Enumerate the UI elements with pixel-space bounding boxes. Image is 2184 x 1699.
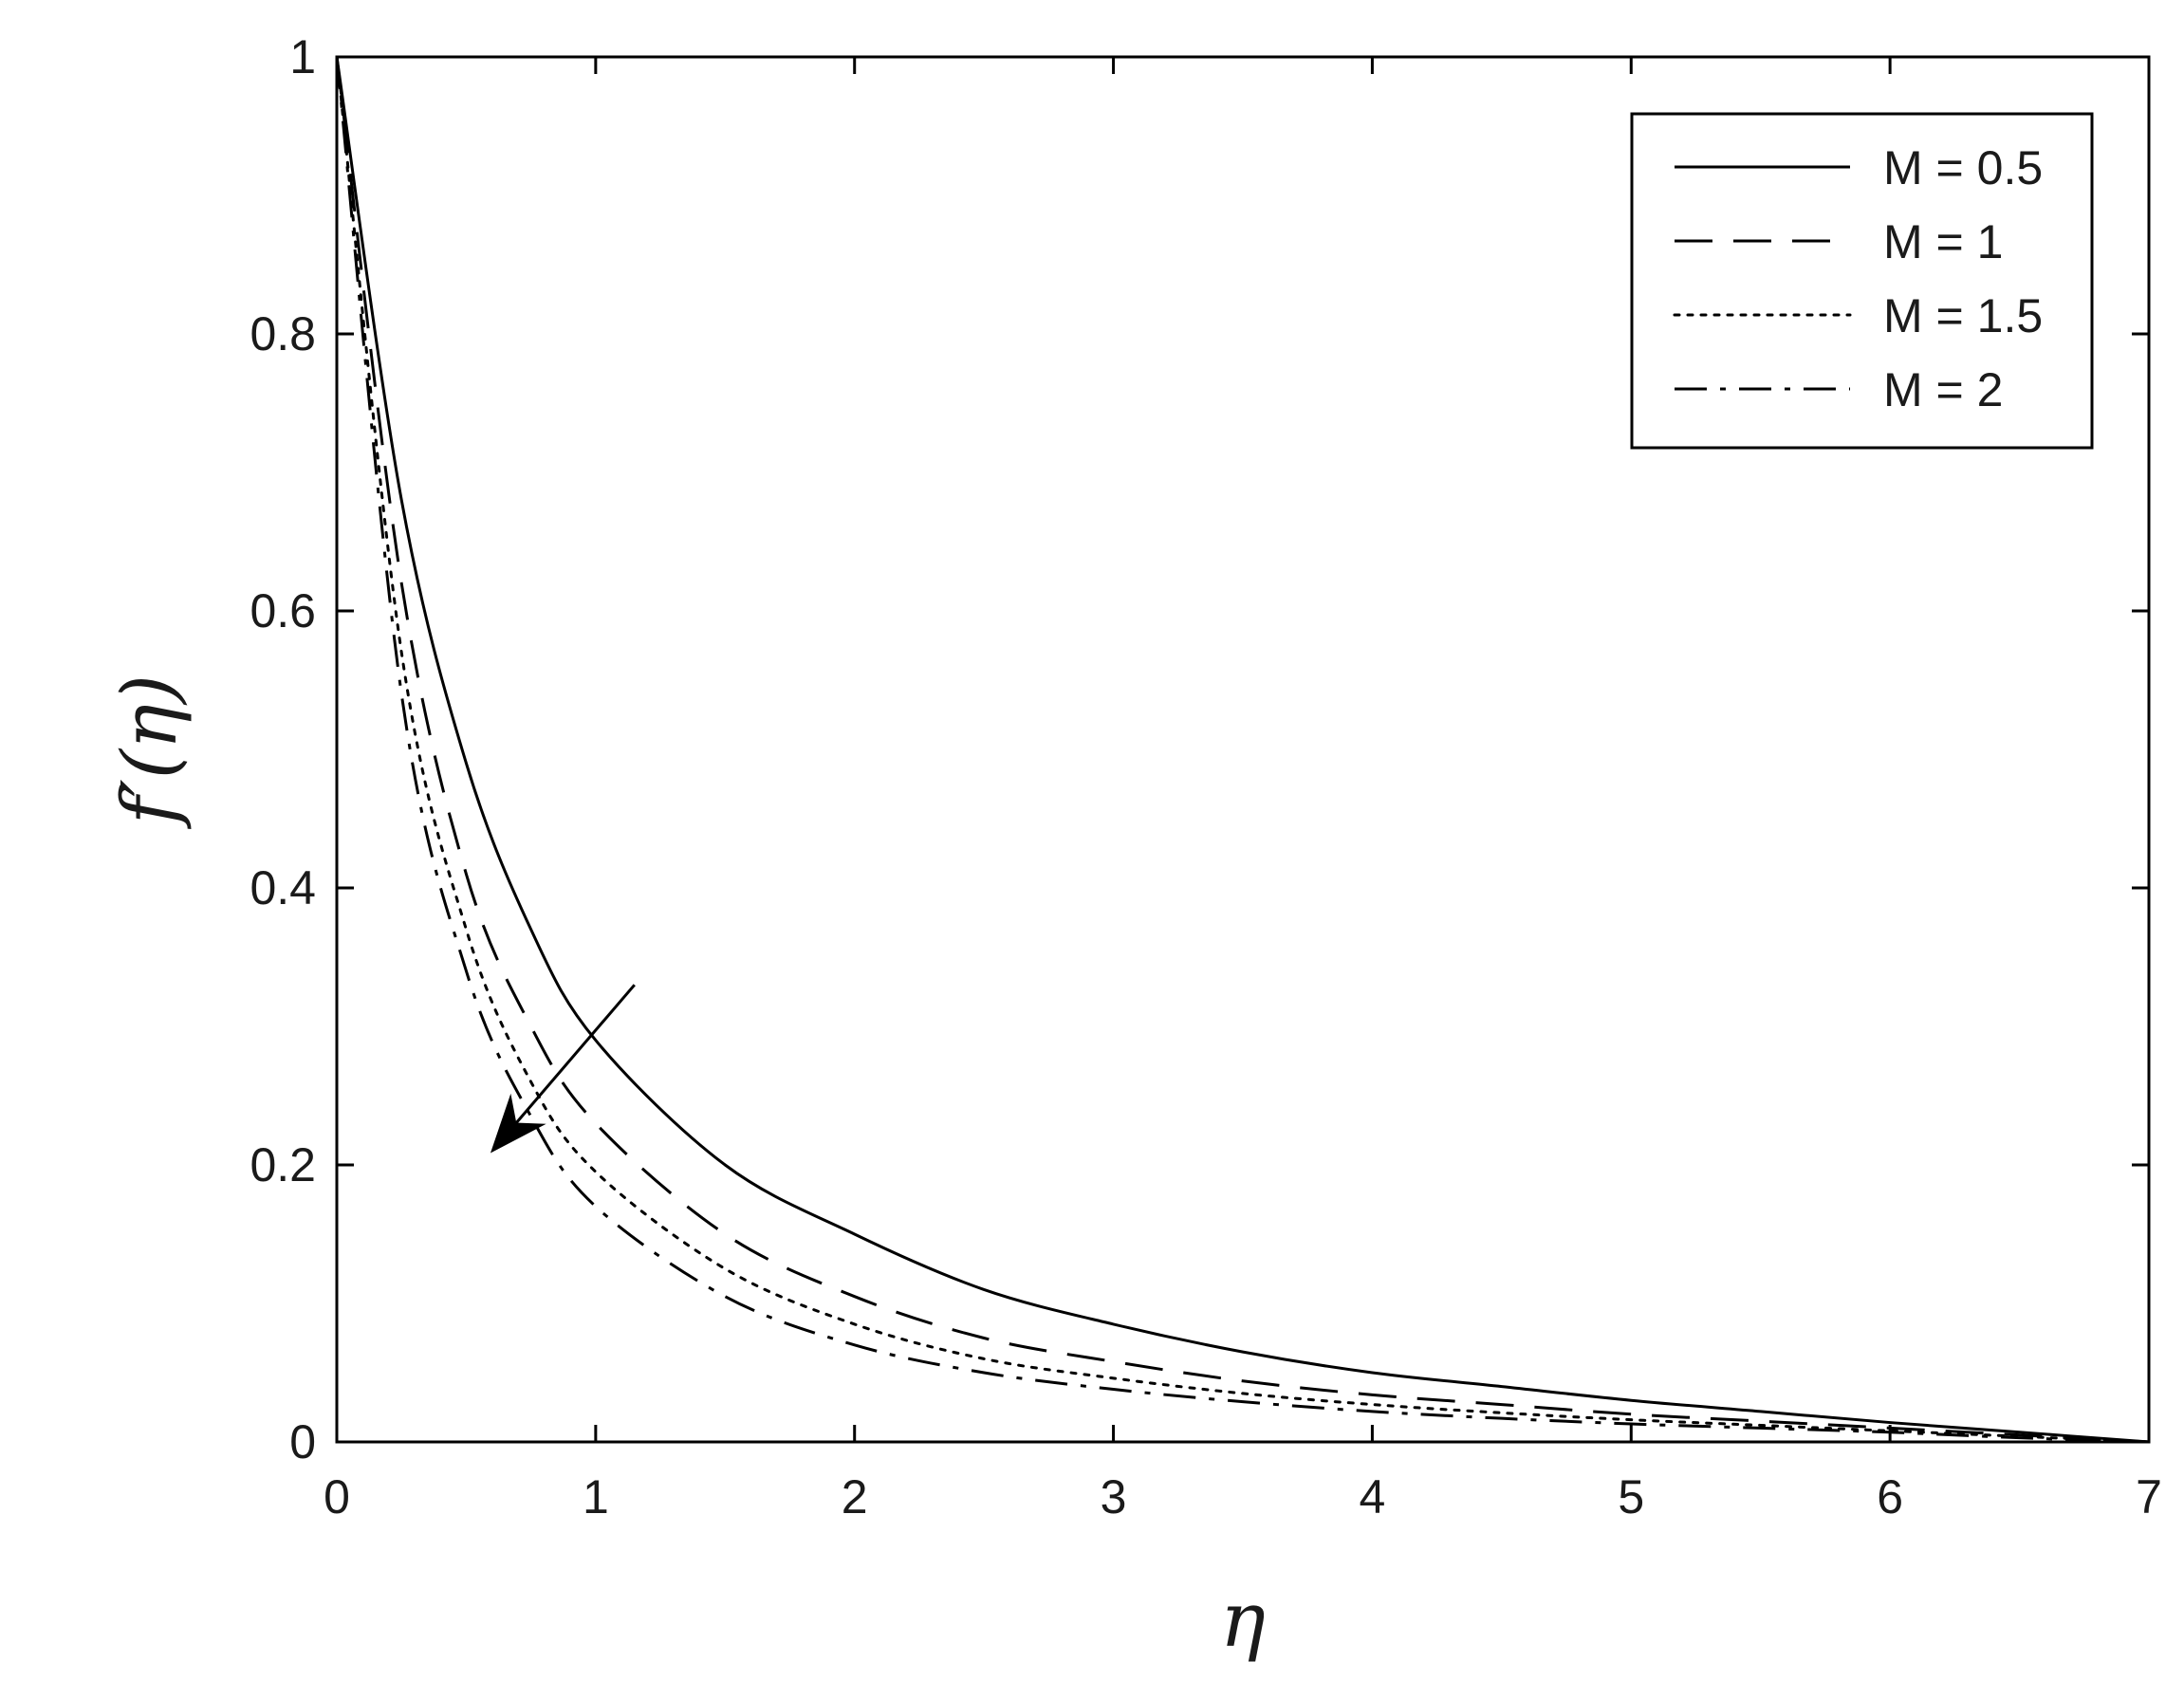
axis-ticks: 0 1 2 3 4 5 6 7 0 0.2 0.4 0.6 0.8 1 [250,30,2161,1524]
legend-label-2: M = 1 [1883,215,2003,268]
y-tick-label: 0.8 [250,307,316,360]
x-tick-label: 1 [583,1470,609,1524]
legend-label-4: M = 2 [1883,363,2003,416]
y-tick-label: 1 [289,30,316,83]
x-tick-label: 2 [842,1470,868,1524]
legend-label-1: M = 0.5 [1883,141,2043,194]
series-line-2 [335,56,2150,1444]
series-layer [335,55,2151,1444]
series-line-3 [335,55,2151,1444]
legend-box [1630,112,2094,450]
x-tick-label: 7 [2136,1470,2162,1524]
annotation-layer [490,984,636,1154]
y-tick-label: 0 [289,1415,316,1468]
legend-label-3: M = 1.5 [1883,289,2043,342]
legend-items: M = 0.5 M = 1 M = 1.5 M = 2 [1673,141,2043,416]
y-axis-title: f′(η) [105,674,194,829]
x-tick-label: 3 [1101,1470,1127,1524]
x-tick-label: 5 [1618,1470,1644,1524]
x-tick-label: 4 [1360,1470,1386,1524]
arrow-shaft [509,984,636,1131]
x-tick-label: 0 [324,1470,350,1524]
arrow-head [490,1093,546,1154]
y-tick-label: 0.6 [250,584,316,637]
x-tick-label: 6 [1877,1470,1903,1524]
x-axis-title: η [1220,1576,1266,1664]
y-tick-label: 0.2 [250,1138,316,1191]
y-tick-label: 0.4 [250,861,316,914]
series-line-1 [335,56,2150,1444]
series-line-4 [335,56,2150,1444]
legend: M = 0.5 M = 1 M = 1.5 M = 2 [1630,112,2094,450]
